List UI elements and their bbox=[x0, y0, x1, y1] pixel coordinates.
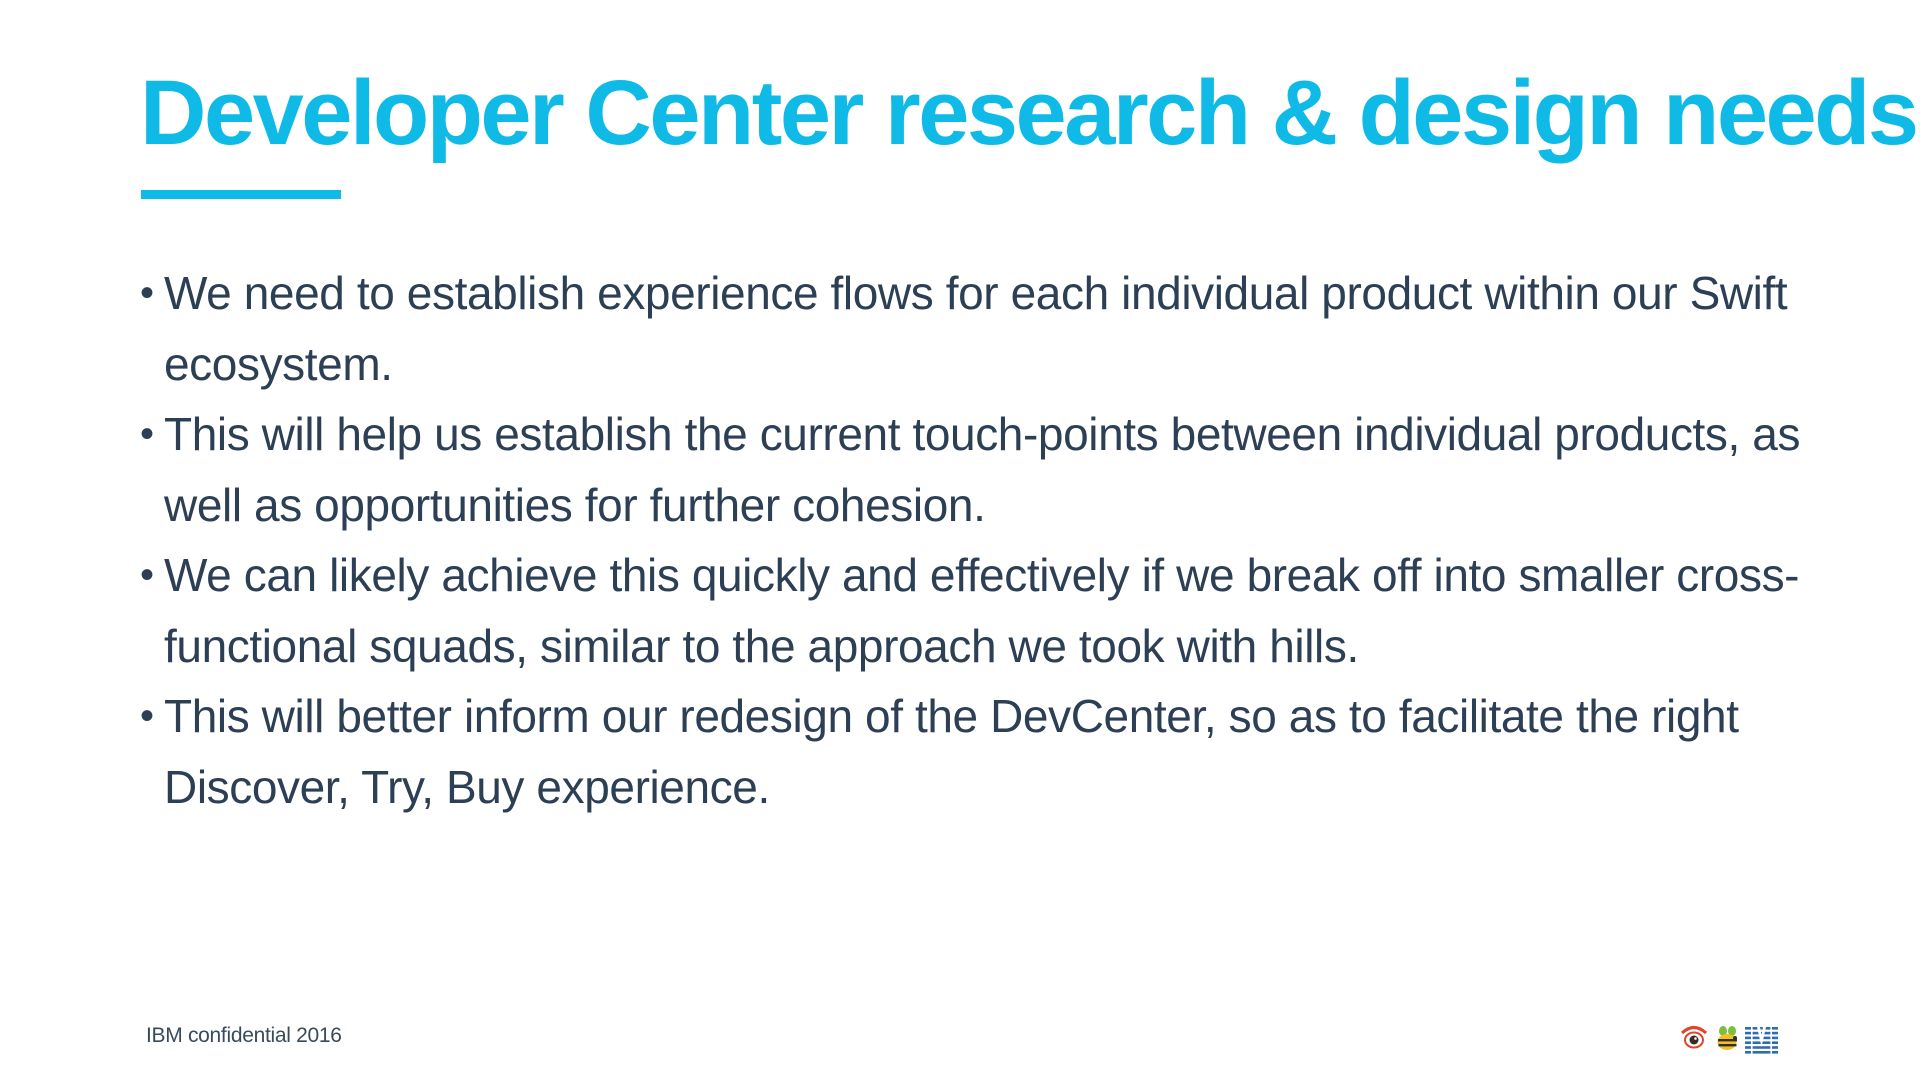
bullet-text: This will help us establish the current … bbox=[164, 408, 1801, 531]
title-underline bbox=[141, 190, 341, 199]
bullet-dot: • bbox=[140, 553, 154, 597]
bullet-item: • We need to establish experience flows … bbox=[140, 258, 1820, 399]
bee-icon bbox=[1717, 1026, 1737, 1050]
bullet-dot: • bbox=[140, 694, 154, 738]
bullet-text: This will better inform our redesign of … bbox=[164, 690, 1739, 813]
bullet-item: • This will help us establish the curren… bbox=[140, 399, 1820, 540]
ibm-eye-bee-m-logo-icon bbox=[1680, 1025, 1778, 1054]
footer-confidential: IBM confidential 2016 bbox=[146, 1024, 342, 1047]
slide-title: Developer Center research & design needs bbox=[140, 62, 1919, 164]
bullet-text: We need to establish experience flows fo… bbox=[164, 267, 1788, 390]
bullet-dot: • bbox=[140, 412, 154, 456]
bullet-item: • This will better inform our redesign o… bbox=[140, 681, 1820, 822]
bullet-dot: • bbox=[140, 271, 154, 315]
m-letter-mask bbox=[1751, 1027, 1772, 1054]
bullet-item: • We can likely achieve this quickly and… bbox=[140, 540, 1820, 681]
eye-icon bbox=[1680, 1025, 1708, 1049]
bullet-list: • We need to establish experience flows … bbox=[140, 258, 1820, 822]
bullet-text: We can likely achieve this quickly and e… bbox=[164, 549, 1800, 672]
